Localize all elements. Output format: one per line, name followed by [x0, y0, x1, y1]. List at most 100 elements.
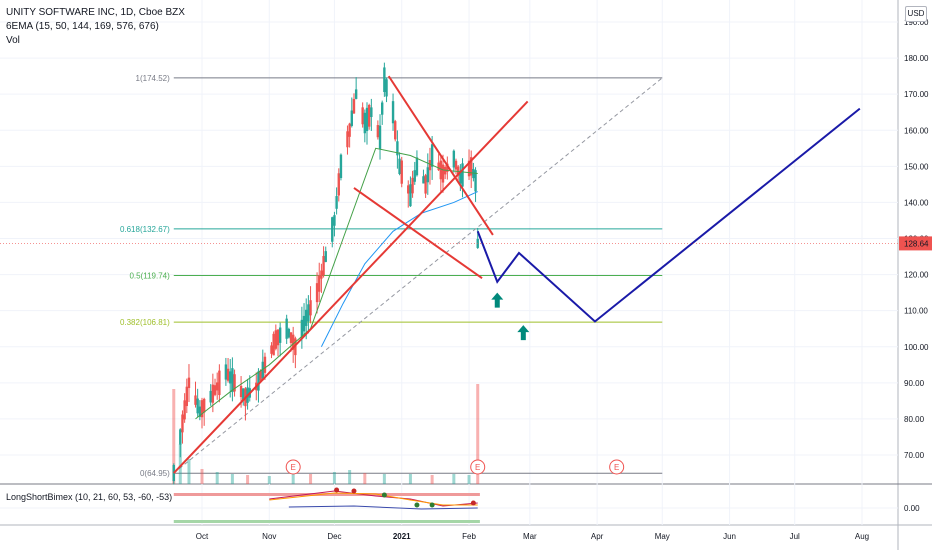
candle-body	[409, 184, 412, 207]
trend-line	[353, 187, 483, 280]
candle-body	[470, 157, 473, 176]
candle-body	[398, 158, 401, 175]
volume-bar	[200, 469, 204, 484]
y-tick-label: 90.00	[904, 379, 925, 388]
osc-band-top	[173, 493, 480, 496]
earnings-e-icon	[285, 459, 301, 475]
ema-short-line	[195, 147, 478, 420]
candle-body	[233, 374, 236, 392]
candle-body	[274, 330, 278, 349]
volume-bar	[476, 384, 480, 484]
candle-body	[289, 332, 293, 344]
candle-body	[187, 377, 191, 389]
candle-body	[302, 315, 306, 332]
candle-body	[285, 318, 288, 339]
candle-body	[459, 170, 462, 184]
candle-body	[331, 217, 334, 242]
fib-level-label: 0(64.95)	[140, 469, 170, 478]
volume-bar	[452, 474, 456, 484]
candle-body	[320, 270, 323, 279]
volume-bar	[430, 475, 434, 484]
candle-body	[348, 123, 351, 137]
volume-bar	[467, 475, 471, 484]
trend-line	[173, 100, 529, 474]
volume-bar	[187, 459, 191, 484]
projection-path	[476, 107, 861, 323]
candle-body	[376, 125, 380, 138]
candle-body	[346, 131, 349, 148]
osc-signal-dot	[351, 488, 357, 494]
volume-bar	[246, 475, 250, 484]
volume-bar	[382, 474, 386, 484]
volume-indicator-label[interactable]: Vol	[6, 35, 20, 46]
candle-body	[333, 215, 336, 226]
candle-body	[378, 125, 382, 150]
candle-body	[428, 160, 432, 171]
osc-signal-dot	[429, 502, 435, 508]
y-tick-label: 150.00	[904, 162, 929, 171]
candle-body	[215, 382, 219, 391]
osc-line-slow	[269, 492, 478, 506]
x-tick-label: Aug	[855, 532, 869, 541]
candle-body	[209, 390, 212, 403]
candle-body	[263, 356, 267, 373]
volume-bar	[230, 474, 234, 484]
fib-level-label: 1(174.52)	[136, 74, 171, 83]
currency-button[interactable]: USD	[905, 6, 927, 22]
candle-body	[394, 121, 397, 140]
symbol-title[interactable]: UNITY SOFTWARE INC, 1D, Cboe BZX	[6, 7, 185, 18]
chart-legend: UNITY SOFTWARE INC, 1D, Cboe BZX 6EMA (1…	[6, 6, 185, 48]
up-arrow-icon	[517, 325, 530, 341]
y-tick-label: 80.00	[904, 415, 925, 424]
candle-body	[413, 170, 416, 182]
candle-body	[300, 319, 304, 340]
y-tick-label: 100.00	[904, 343, 929, 352]
oscillator-label[interactable]: LongShortBimex (10, 21, 60, 53, -60, -53…	[6, 492, 173, 502]
candle-body	[213, 385, 217, 395]
candle-body	[461, 163, 464, 187]
candle-body	[278, 327, 282, 343]
x-tick-label: Nov	[262, 532, 276, 541]
ema-indicator-label[interactable]: 6EMA (15, 50, 144, 169, 576, 676)	[6, 21, 159, 32]
candle-body	[202, 398, 206, 413]
osc-signal-dot	[414, 502, 420, 508]
x-tick-label: Dec	[327, 532, 341, 541]
candle-body	[194, 395, 197, 405]
candle-body	[270, 345, 273, 354]
last-price-label: 128.64	[904, 239, 929, 248]
candle-body	[309, 300, 312, 316]
candle-body	[322, 256, 325, 276]
candle-body	[183, 400, 186, 420]
volume-bar	[408, 474, 412, 484]
earnings-e-icon: E	[614, 463, 619, 472]
y-tick-label: 190.00	[904, 18, 929, 27]
candle-body	[454, 160, 458, 170]
y-tick-label: 160.00	[904, 126, 929, 135]
candle-body	[383, 67, 386, 93]
candle-body	[426, 167, 429, 183]
candle-body	[396, 141, 399, 156]
up-arrow-icon	[491, 292, 504, 308]
volume-bar	[215, 472, 219, 484]
candle-body	[452, 150, 456, 168]
candle-body	[352, 98, 356, 114]
candle-body	[380, 102, 384, 115]
y-tick-label: 180.00	[904, 54, 929, 63]
candle-body	[226, 368, 230, 381]
candle-body	[315, 283, 319, 303]
candle-body	[239, 385, 243, 398]
x-tick-label: Oct	[196, 532, 209, 541]
osc-tick-label: 0.00	[904, 504, 920, 513]
y-tick-label: 170.00	[904, 90, 929, 99]
candle-body	[307, 304, 310, 322]
x-tick-label: Mar	[523, 532, 537, 541]
y-tick-label: 70.00	[904, 451, 925, 460]
volume-bar	[332, 472, 336, 484]
candle-body	[259, 370, 262, 381]
x-tick-label: Jun	[723, 532, 736, 541]
volume-bar	[291, 466, 295, 484]
candle-body	[391, 101, 395, 124]
candle-body	[422, 176, 425, 184]
volume-bar	[178, 444, 182, 484]
